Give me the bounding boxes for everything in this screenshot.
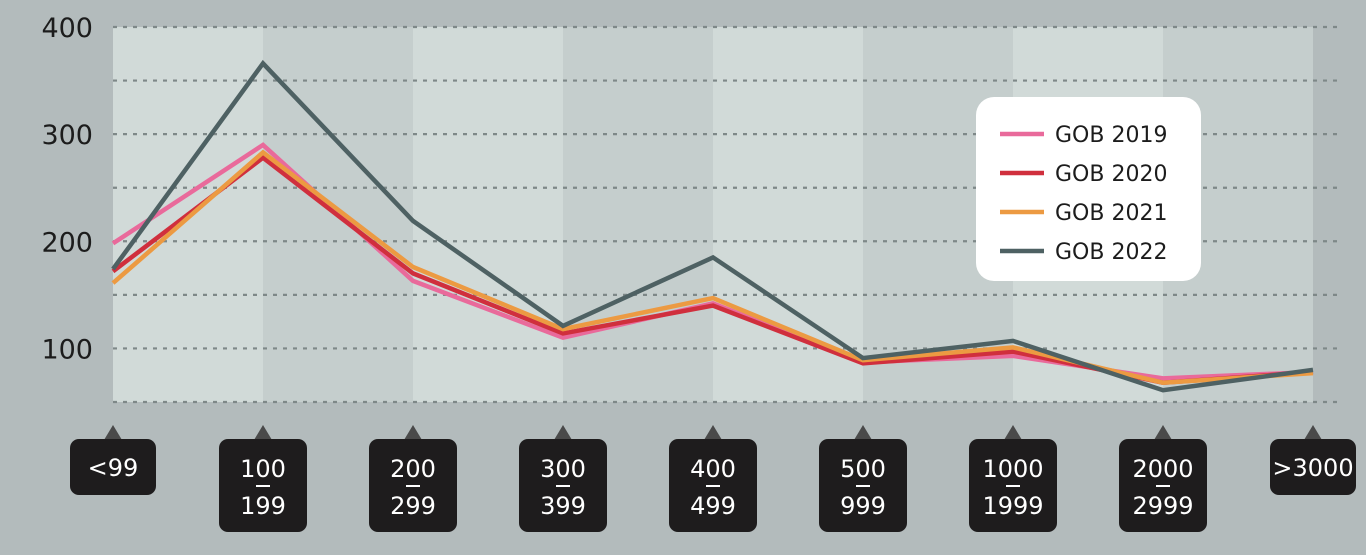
- y-tick-label: 200: [41, 227, 93, 258]
- x-label-pointer: [704, 425, 722, 440]
- x-label-text-start: 1000: [982, 455, 1043, 483]
- legend: GOB 2019 GOB 2020 GOB 2021 GOB 2022: [976, 97, 1201, 281]
- x-label-text-end: 499: [690, 492, 736, 520]
- x-label-pointer: [404, 425, 422, 440]
- series-line: [111, 59, 1314, 393]
- series-line: [111, 149, 1314, 385]
- x-label-text-start: 400: [690, 455, 736, 483]
- x-label-pointer: [104, 425, 122, 440]
- x-label-text-end: 399: [540, 492, 586, 520]
- y-tick-label: 100: [41, 334, 93, 365]
- x-label-pointer: [854, 425, 872, 440]
- legend-label: GOB 2019: [1055, 123, 1167, 148]
- y-axis-tick-labels: 100 200 300 400: [41, 13, 93, 365]
- x-label-pointer: [1004, 425, 1022, 440]
- plot-band: [713, 27, 863, 402]
- x-label-box: [70, 439, 156, 495]
- plot-band: [413, 27, 563, 402]
- y-tick-label: 400: [41, 13, 93, 44]
- x-label-box: [1270, 439, 1356, 495]
- x-label-pointer: [554, 425, 572, 440]
- x-label-text-start: 100: [240, 455, 286, 483]
- x-label-pointer: [1304, 425, 1322, 440]
- x-category-label: 2000 2999: [1119, 425, 1207, 532]
- x-label-pointer: [1154, 425, 1172, 440]
- x-axis-category-labels: <99 1001992002993003994004995009991000199…: [70, 425, 1356, 532]
- x-label-text-end: 999: [840, 492, 886, 520]
- legend-label: GOB 2020: [1055, 162, 1167, 187]
- x-category-label: >3000: [1270, 425, 1356, 495]
- x-label-text-end: 1999: [982, 492, 1043, 520]
- y-tick-label: 300: [41, 120, 93, 151]
- x-label-pointer: [254, 425, 272, 440]
- legend-label: GOB 2021: [1055, 201, 1167, 226]
- legend-label: GOB 2022: [1055, 240, 1167, 265]
- x-label-text: <99: [88, 454, 139, 482]
- x-label-text-end: 299: [390, 492, 436, 520]
- x-category-label: <99: [70, 425, 156, 495]
- plot-band: [563, 27, 713, 402]
- legend-box: [976, 97, 1201, 281]
- x-label-text-end: 199: [240, 492, 286, 520]
- x-label-text-start: 500: [840, 455, 886, 483]
- x-category-label: 1000 1999: [969, 425, 1057, 532]
- series-lines: [111, 59, 1314, 393]
- x-label-text-start: 200: [390, 455, 436, 483]
- x-label-text-start: 300: [540, 455, 586, 483]
- x-label-text-start: 2000: [1132, 455, 1193, 483]
- x-label-text: >3000: [1272, 454, 1353, 482]
- x-label-text-end: 2999: [1132, 492, 1193, 520]
